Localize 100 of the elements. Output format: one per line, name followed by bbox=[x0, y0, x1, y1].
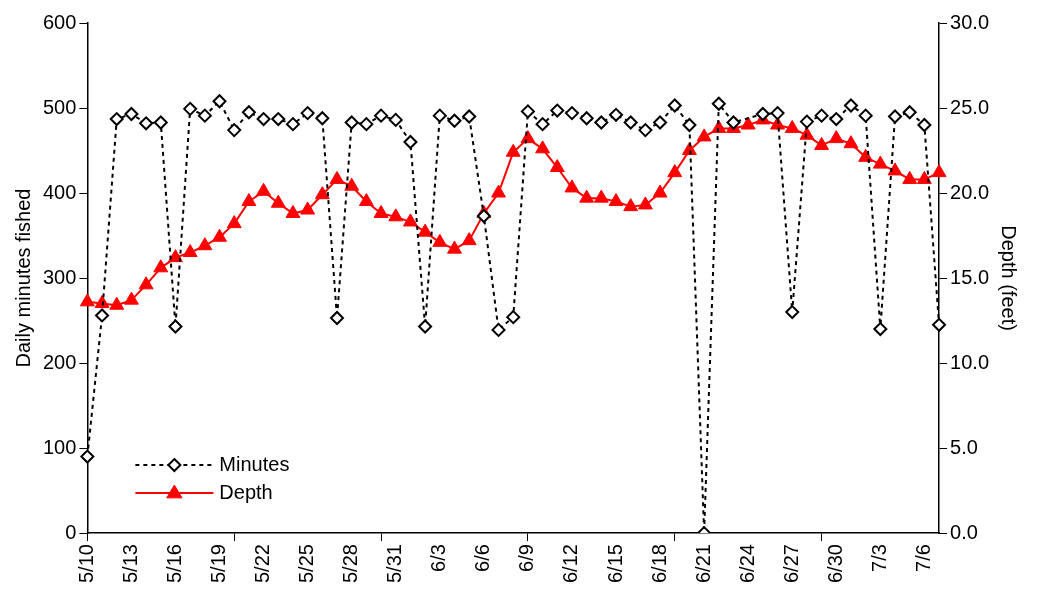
point bbox=[917, 118, 932, 133]
point bbox=[241, 105, 256, 120]
point bbox=[138, 276, 154, 290]
point bbox=[799, 114, 814, 129]
x-tick-label: 6/12 bbox=[559, 544, 582, 584]
point bbox=[549, 159, 565, 173]
point bbox=[418, 319, 433, 334]
point bbox=[373, 204, 389, 218]
point bbox=[241, 193, 257, 207]
x-tick-label: 5/13 bbox=[118, 544, 141, 584]
x-tick-label: 6/6 bbox=[471, 544, 494, 572]
point bbox=[109, 112, 124, 127]
point bbox=[109, 296, 125, 310]
point bbox=[932, 317, 947, 332]
point bbox=[873, 322, 888, 337]
point bbox=[270, 194, 286, 208]
point bbox=[168, 319, 183, 334]
point bbox=[726, 115, 741, 130]
point bbox=[139, 116, 154, 131]
point bbox=[432, 233, 448, 247]
point bbox=[535, 140, 551, 154]
point bbox=[476, 208, 491, 223]
point bbox=[256, 182, 272, 196]
point bbox=[814, 108, 829, 123]
y-tick-label: 400 bbox=[42, 180, 77, 203]
point bbox=[505, 143, 521, 157]
point bbox=[197, 108, 212, 123]
point bbox=[520, 130, 536, 144]
point bbox=[153, 115, 168, 130]
point bbox=[388, 208, 404, 222]
y2-tick-label: 0.0 bbox=[950, 520, 978, 543]
point bbox=[403, 135, 418, 150]
point bbox=[226, 215, 242, 229]
x-tick-label: 5/31 bbox=[383, 544, 406, 584]
point bbox=[814, 136, 830, 150]
point bbox=[535, 117, 550, 132]
point bbox=[256, 112, 271, 127]
point bbox=[94, 295, 110, 309]
point bbox=[153, 259, 169, 273]
x-tick-label: 7/6 bbox=[911, 544, 934, 572]
point bbox=[667, 164, 683, 178]
point bbox=[447, 113, 462, 128]
y2-tick-label: 20.0 bbox=[950, 180, 990, 203]
point bbox=[212, 228, 227, 242]
point bbox=[520, 104, 535, 119]
point bbox=[432, 108, 447, 123]
y-tick-label: 300 bbox=[42, 265, 77, 288]
y2-axis-title: Depth (feet) bbox=[998, 225, 1021, 331]
point bbox=[197, 237, 213, 251]
point bbox=[784, 119, 800, 133]
x-tick-label: 6/3 bbox=[427, 544, 450, 572]
y-tick-label: 200 bbox=[42, 350, 77, 373]
point bbox=[388, 112, 403, 127]
x-tick-label: 5/28 bbox=[339, 544, 362, 584]
point bbox=[858, 108, 873, 123]
point bbox=[447, 240, 462, 254]
x-tick-label: 6/30 bbox=[823, 544, 846, 584]
x-tick-label: 6/21 bbox=[691, 544, 714, 584]
point bbox=[608, 193, 624, 207]
point bbox=[579, 189, 595, 203]
point bbox=[285, 117, 300, 132]
point bbox=[358, 193, 374, 207]
y2-tick-label: 10.0 bbox=[950, 350, 990, 373]
point bbox=[344, 177, 360, 191]
point bbox=[506, 310, 521, 325]
point bbox=[315, 111, 330, 126]
point bbox=[227, 123, 242, 138]
x-tick-label: 6/9 bbox=[515, 544, 538, 572]
point bbox=[593, 189, 609, 203]
point bbox=[711, 96, 726, 111]
point bbox=[623, 115, 638, 130]
point bbox=[550, 103, 565, 118]
x-tick-label: 6/15 bbox=[603, 544, 626, 584]
x-tick-label: 5/10 bbox=[74, 544, 97, 584]
y2-tick-label: 5.0 bbox=[950, 435, 978, 458]
y-tick-label: 600 bbox=[42, 10, 77, 33]
point bbox=[579, 111, 594, 126]
point bbox=[80, 449, 95, 464]
y-tick-label: 100 bbox=[42, 435, 77, 458]
point bbox=[637, 196, 653, 210]
point bbox=[887, 162, 903, 176]
point bbox=[916, 170, 932, 184]
point bbox=[902, 170, 918, 184]
point bbox=[682, 118, 697, 133]
point bbox=[755, 106, 770, 121]
point bbox=[609, 107, 624, 122]
x-tick-label: 6/27 bbox=[779, 544, 802, 584]
point bbox=[417, 223, 433, 237]
point bbox=[638, 123, 653, 138]
point bbox=[843, 135, 859, 149]
x-tick-label: 6/18 bbox=[647, 544, 670, 584]
point bbox=[271, 112, 286, 127]
point bbox=[931, 164, 947, 178]
point bbox=[374, 108, 389, 123]
point bbox=[461, 232, 477, 246]
point bbox=[183, 101, 198, 116]
point bbox=[182, 244, 198, 258]
point bbox=[564, 106, 579, 121]
point bbox=[95, 308, 110, 323]
point bbox=[653, 115, 668, 130]
